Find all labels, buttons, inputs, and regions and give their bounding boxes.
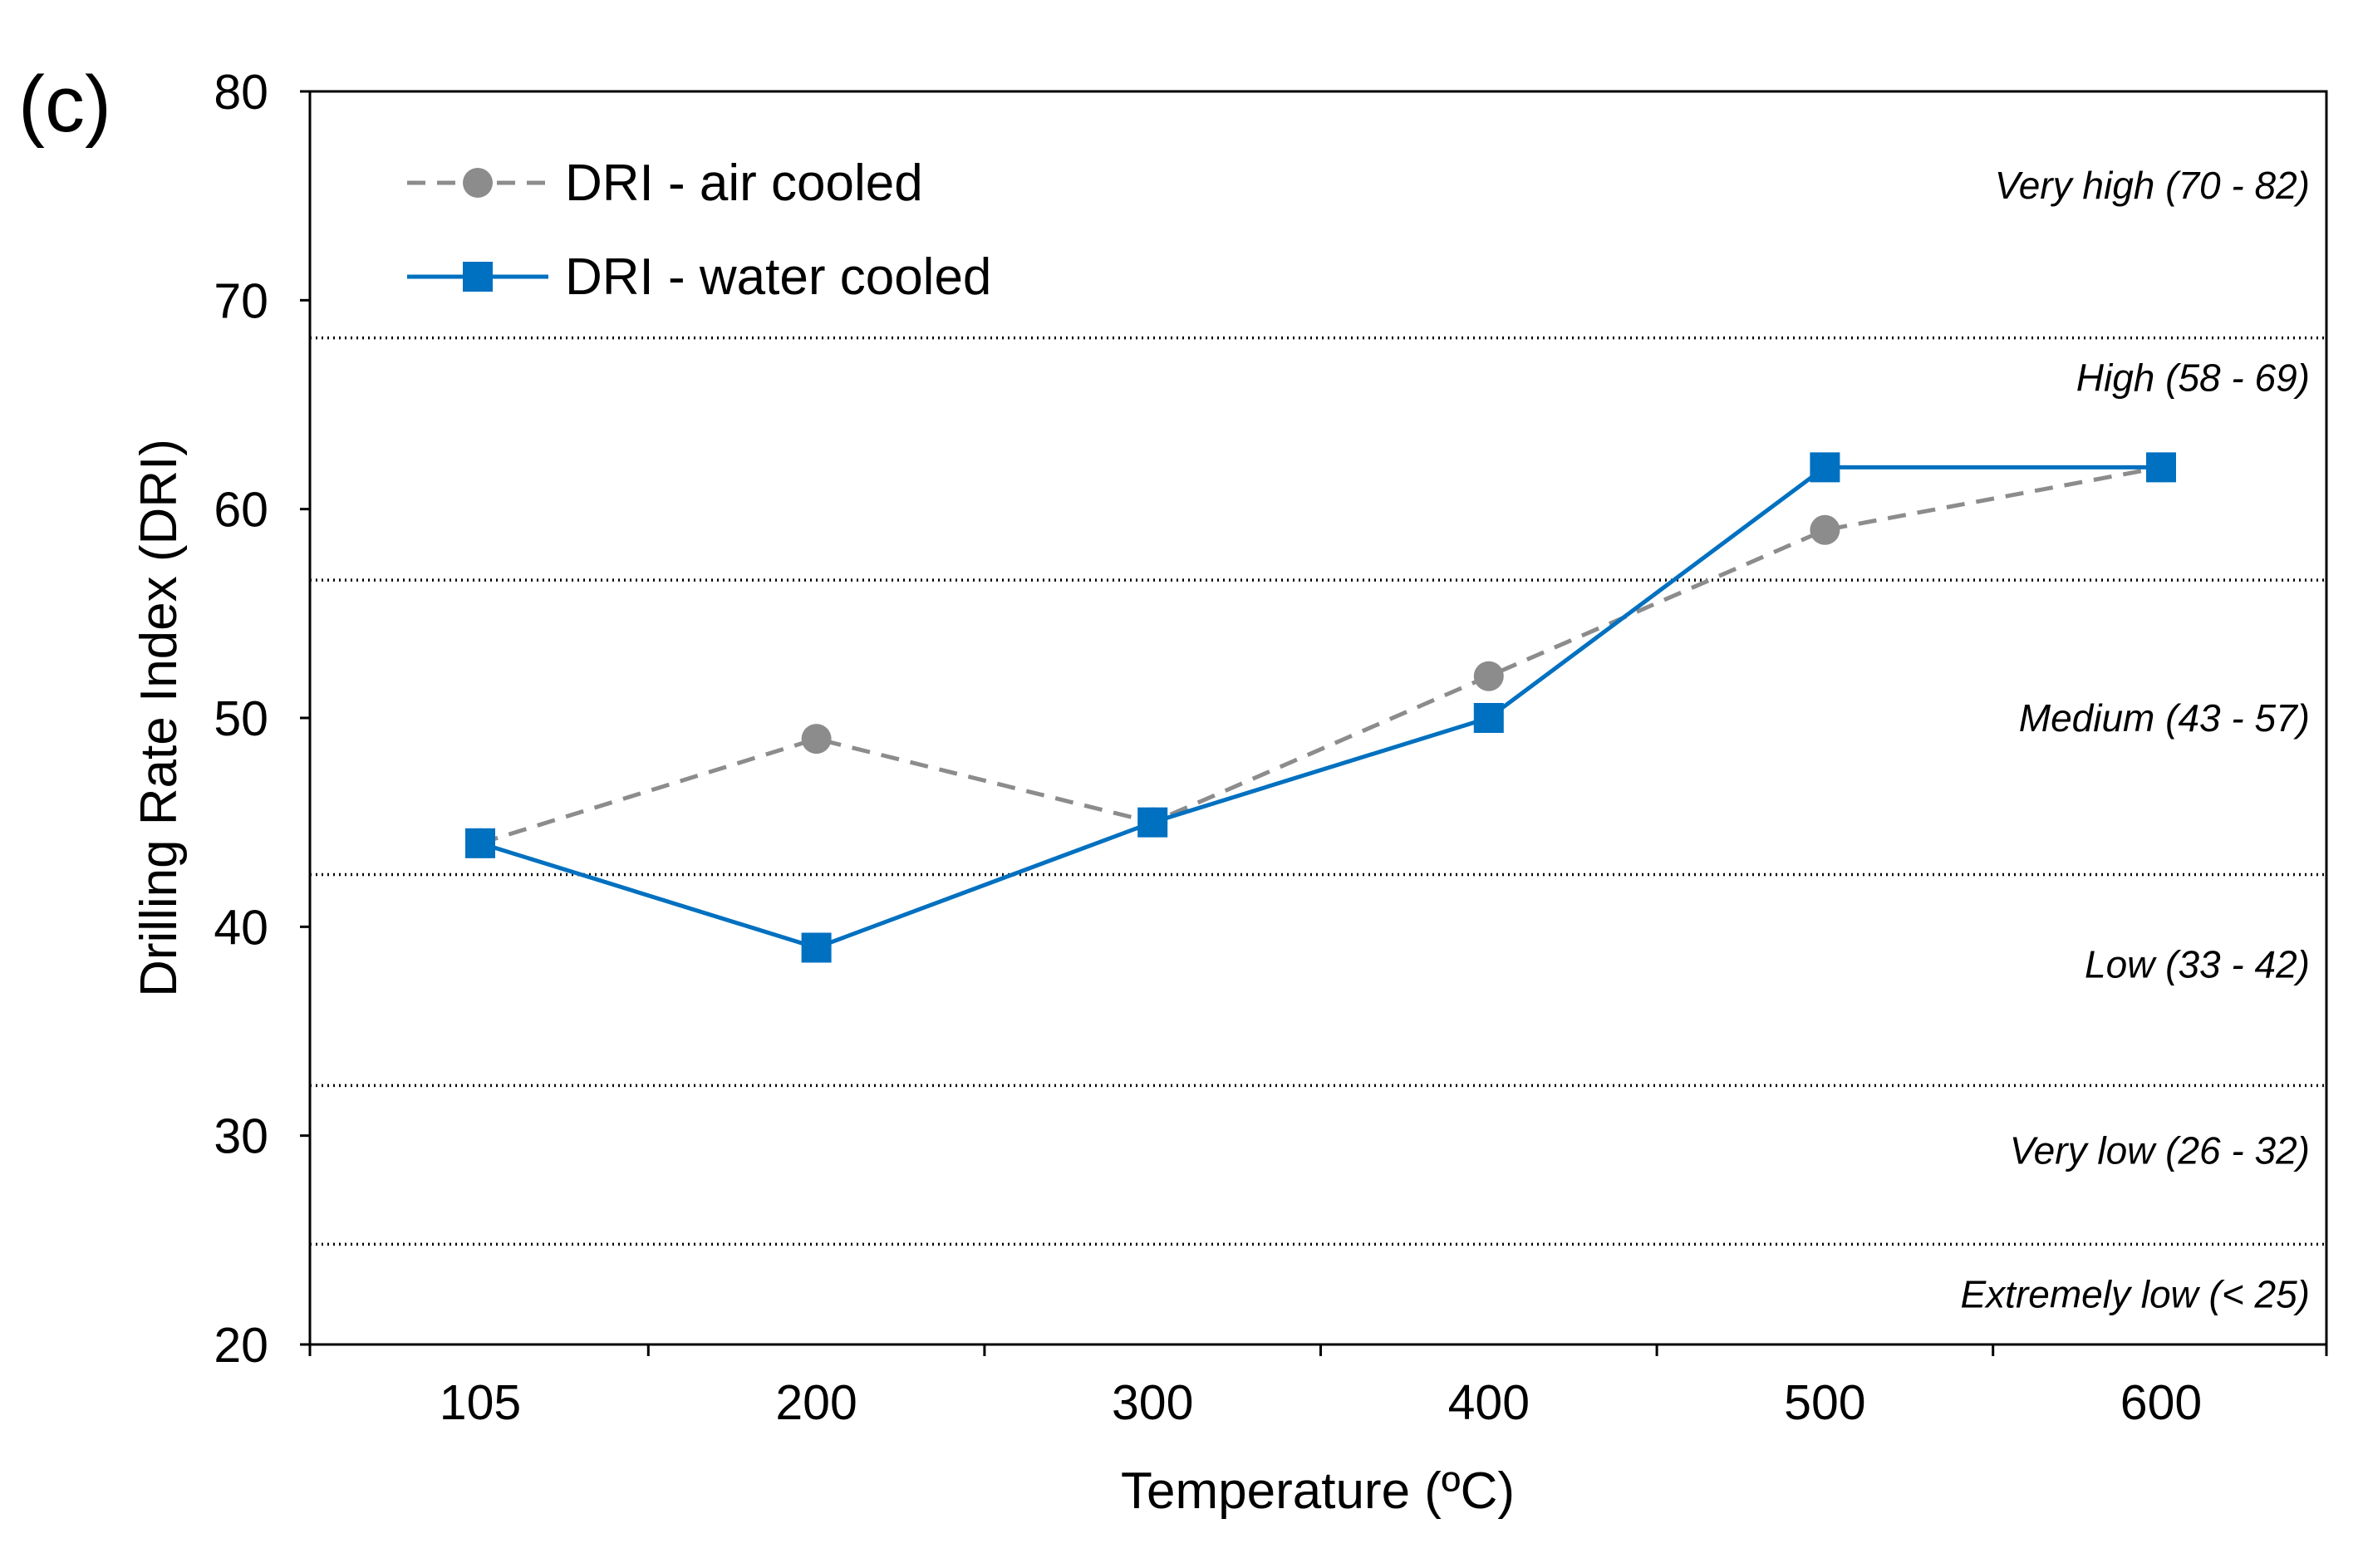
legend-item: DRI - air cooled bbox=[407, 155, 923, 212]
x-tick-label: 105 bbox=[440, 1375, 521, 1430]
band-label: High (58 - 69) bbox=[2076, 356, 2310, 399]
y-tick-label: 70 bbox=[214, 273, 268, 328]
band-label: Very high (70 - 82) bbox=[1995, 164, 2310, 207]
x-tick-label: 300 bbox=[1112, 1375, 1193, 1430]
data-point-square bbox=[1810, 452, 1840, 483]
y-tick-label: 30 bbox=[214, 1109, 268, 1164]
y-tick-label: 60 bbox=[214, 483, 268, 538]
data-point-circle bbox=[1810, 514, 1840, 545]
band-label: Low (33 - 42) bbox=[2085, 943, 2310, 986]
band-labels: Very high (70 - 82) High (58 - 69) Medium … bbox=[1960, 164, 2310, 1316]
legend-marker-circle bbox=[463, 168, 493, 198]
legend-label: DRI - air cooled bbox=[565, 155, 923, 212]
data-point-square bbox=[465, 828, 495, 858]
data-point-square bbox=[2146, 452, 2176, 483]
band-label: Medium (43 - 57) bbox=[2019, 696, 2310, 740]
x-axis-title: Temperature (ºC) bbox=[1121, 1462, 1515, 1520]
band-label: Extremely low (< 25) bbox=[1960, 1273, 2310, 1316]
data-point-square bbox=[801, 932, 832, 963]
series-water-cooled bbox=[465, 452, 2176, 963]
x-axis: 105 200 300 400 500 600 bbox=[308, 1344, 2328, 1430]
y-tick-label: 50 bbox=[214, 691, 268, 746]
series-air-cooled bbox=[465, 452, 2176, 858]
data-point-square bbox=[1473, 703, 1504, 733]
legend-item: DRI - water cooled bbox=[407, 248, 991, 306]
x-tick-label: 500 bbox=[1784, 1375, 1865, 1430]
data-point-circle bbox=[1473, 661, 1504, 691]
band-label: Very low (26 - 32) bbox=[2010, 1128, 2310, 1172]
y-axis-title: Drilling Rate Index (DRI) bbox=[130, 439, 188, 997]
panel-label: (c) bbox=[18, 60, 111, 149]
legend-label: DRI - water cooled bbox=[565, 248, 991, 306]
y-tick-label: 80 bbox=[214, 65, 268, 120]
legend: DRI - air cooled DRI - water cooled bbox=[407, 155, 991, 306]
data-point-circle bbox=[801, 724, 832, 755]
data-point-square bbox=[1137, 807, 1168, 838]
legend-marker-square bbox=[463, 262, 493, 292]
y-tick-label: 20 bbox=[214, 1318, 268, 1373]
x-tick-label: 600 bbox=[2120, 1375, 2202, 1430]
series-group bbox=[465, 452, 2176, 963]
y-axis: 20 30 40 50 60 70 80 bbox=[214, 65, 310, 1373]
y-tick-label: 40 bbox=[214, 900, 268, 955]
x-tick-label: 200 bbox=[775, 1375, 857, 1430]
series-line bbox=[479, 465, 2161, 950]
x-tick-label: 400 bbox=[1448, 1375, 1530, 1430]
series-line bbox=[479, 465, 2162, 846]
reference-lines bbox=[310, 336, 2326, 1246]
